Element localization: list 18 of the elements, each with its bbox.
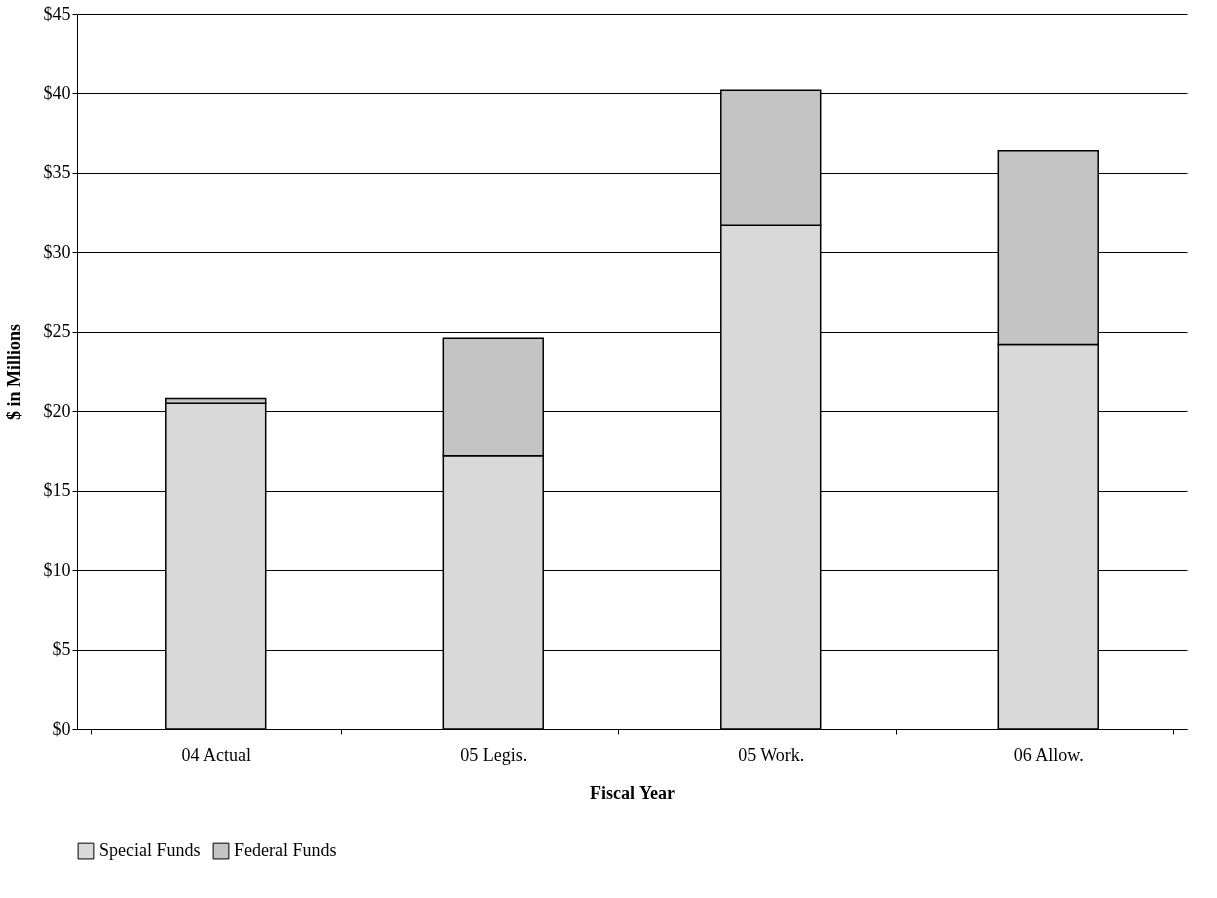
x-tick-label: 06 Allow. bbox=[1013, 744, 1084, 765]
y-tick-label: $10 bbox=[43, 559, 71, 580]
legend-label: Federal Funds bbox=[234, 840, 337, 861]
y-tick-label: $0 bbox=[52, 718, 71, 739]
y-tick-label: $35 bbox=[43, 162, 71, 183]
legend-label: Special Funds bbox=[99, 840, 201, 861]
y-tick-label: $15 bbox=[43, 480, 71, 501]
x-tick-label: 05 Work. bbox=[738, 744, 805, 765]
y-tick-label: $40 bbox=[43, 82, 71, 103]
x-tick-label: 05 Legis. bbox=[460, 744, 528, 765]
y-tick-label: $45 bbox=[43, 3, 71, 24]
x-tick-label: 04 Actual bbox=[181, 744, 251, 765]
x-axis-title: Fiscal Year bbox=[590, 782, 675, 803]
y-tick-label: $25 bbox=[43, 321, 71, 342]
y-tick-label: $5 bbox=[52, 639, 71, 660]
y-tick-label: $30 bbox=[43, 241, 71, 262]
y-axis-title: $ in Millions bbox=[3, 323, 24, 421]
y-tick-label: $20 bbox=[43, 400, 71, 421]
